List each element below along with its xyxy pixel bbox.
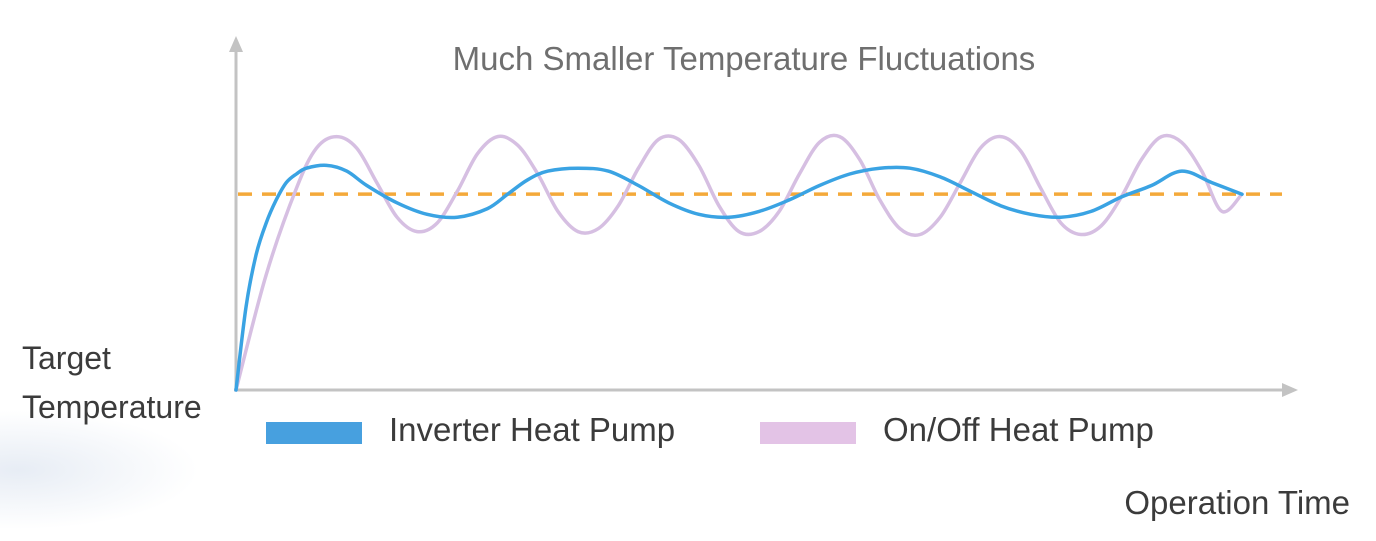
legend-swatch-on-off-heat-pump bbox=[760, 422, 856, 444]
y-axis-label-line-2: Temperature bbox=[22, 389, 202, 425]
legend-label-on-off-heat-pump: On/Off Heat Pump bbox=[883, 411, 1154, 448]
series-line-on-off-heat-pump bbox=[234, 133, 1244, 392]
y-axis-label-line-1: Target bbox=[22, 340, 111, 376]
legend: Inverter Heat Pump On/Off Heat Pump bbox=[266, 411, 1154, 448]
axes bbox=[229, 36, 1298, 397]
legend-swatch-inverter-heat-pump bbox=[266, 422, 362, 444]
y-axis-arrow bbox=[229, 36, 243, 52]
x-axis-arrow bbox=[1282, 383, 1298, 397]
chart-title: Much Smaller Temperature Fluctuations bbox=[453, 40, 1036, 77]
legend-label-inverter-heat-pump: Inverter Heat Pump bbox=[389, 411, 675, 448]
x-axis-label: Operation Time bbox=[1124, 484, 1350, 521]
series-line-inverter-heat-pump bbox=[234, 163, 1244, 392]
